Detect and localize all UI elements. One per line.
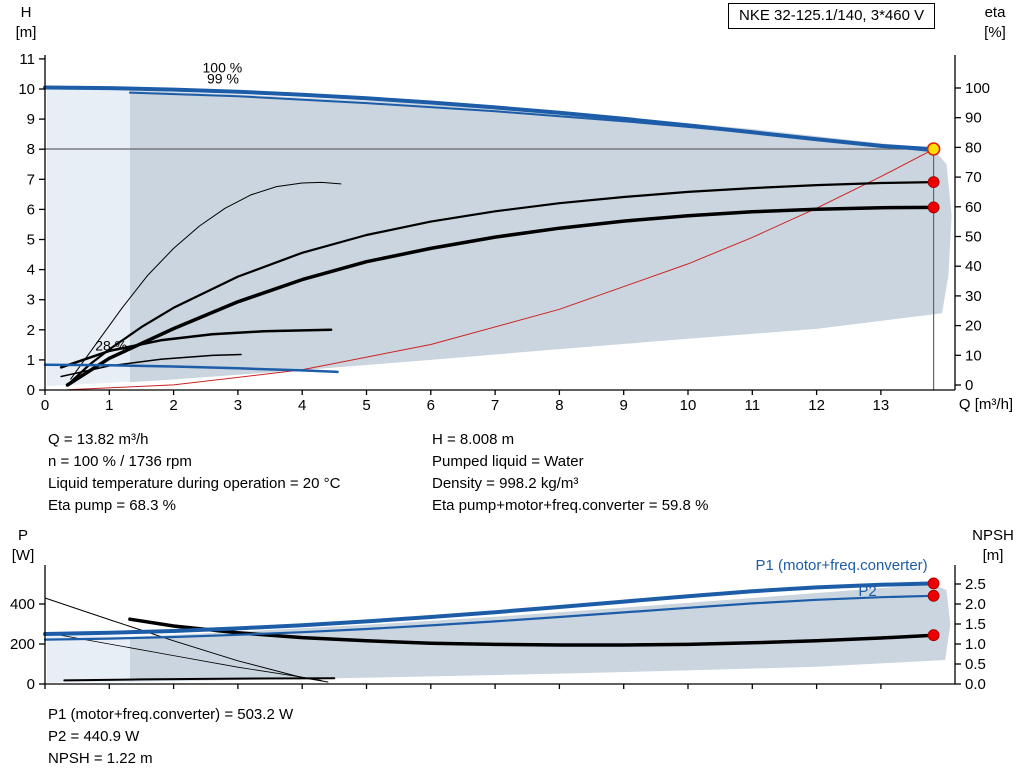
eta-tick-label: 10 bbox=[965, 347, 982, 364]
duty-info-right-column: H = 8.008 m Pumped liquid = Water Densit… bbox=[432, 429, 708, 517]
result-p1-value: P1 (motor+freq.converter) = 503.2 W bbox=[48, 706, 294, 723]
H-tick-label: 5 bbox=[27, 232, 35, 249]
H-tick-label: 0 bbox=[27, 382, 35, 399]
H-tick-label: 4 bbox=[27, 262, 35, 279]
H-tick-label: 7 bbox=[27, 171, 35, 188]
info-pumped-liquid: Pumped liquid = Water bbox=[432, 453, 584, 470]
info-speed-value: n = 100 % / 1736 rpm bbox=[48, 453, 192, 470]
x-tick-label: 7 bbox=[491, 397, 499, 414]
x-tick-label: 5 bbox=[362, 397, 370, 414]
x-tick-label: 0 bbox=[41, 397, 49, 414]
h-axis-title: H bbox=[20, 4, 32, 21]
series-power-curve-28 bbox=[63, 677, 336, 682]
series-operating-envelope-light bbox=[46, 88, 130, 387]
P-tick-label: 400 bbox=[10, 596, 35, 613]
info-head-value: H = 8.008 m bbox=[432, 431, 515, 448]
eta-tick-label: 70 bbox=[965, 169, 982, 186]
x-tick-label: 8 bbox=[555, 397, 563, 414]
result-npsh-value: NPSH = 1.22 m bbox=[48, 750, 153, 767]
series-operating-envelope bbox=[129, 90, 952, 383]
h-axis-unit: [m] bbox=[15, 24, 37, 41]
H-tick-label: 6 bbox=[27, 201, 35, 218]
series-pump-curve-28 bbox=[43, 363, 339, 374]
eta-axis-title: eta bbox=[984, 4, 1006, 21]
P-tick-label: 0 bbox=[27, 676, 35, 693]
marker-eta-total-end bbox=[927, 201, 940, 214]
eta-tick-label: 40 bbox=[965, 258, 982, 275]
series-p2-curve bbox=[43, 594, 935, 641]
chart-label-p1-label: P1 (motor+freq.converter) bbox=[756, 557, 928, 574]
eta-tick-label: 90 bbox=[965, 110, 982, 127]
H-tick-label: 8 bbox=[27, 141, 35, 158]
info-liquid-temp-value: Liquid temperature during operation = 20… bbox=[48, 475, 341, 492]
marker-p2-end bbox=[927, 589, 940, 602]
series-eta-pump-curve bbox=[66, 181, 935, 387]
NPSH-tick-label: 0.5 bbox=[965, 656, 986, 673]
eta-tick-label: 30 bbox=[965, 288, 982, 305]
x-tick-label: 12 bbox=[808, 397, 825, 414]
result-block: P1 (motor+freq.converter) = 503.2 W P2 =… bbox=[48, 704, 293, 770]
NPSH-tick-label: 1.5 bbox=[965, 616, 986, 633]
marker-p1-end bbox=[927, 577, 940, 590]
eta-tick-label: 0 bbox=[965, 377, 973, 394]
series-pump-curve-100 bbox=[43, 85, 936, 152]
duty-info-left-column: Q = 13.82 m³/h n = 100 % / 1736 rpm Liqu… bbox=[48, 429, 340, 517]
NPSH-tick-label: 2.0 bbox=[965, 596, 986, 613]
p-axis-title: P bbox=[17, 527, 28, 544]
NPSH-tick-label: 1.0 bbox=[965, 636, 986, 653]
x-tick-label: 4 bbox=[298, 397, 306, 414]
info-eta-total-value: Eta pump+motor+freq.converter = 59.8 % bbox=[432, 497, 709, 514]
x-tick-label: 2 bbox=[169, 397, 177, 414]
result-p2-value: P2 = 440.9 W bbox=[48, 728, 140, 745]
series-power-envelope bbox=[129, 584, 951, 682]
H-tick-label: 10 bbox=[18, 81, 35, 98]
eta-tick-label: 100 bbox=[965, 80, 990, 97]
series-eta-curve-reduced bbox=[70, 181, 342, 380]
x-tick-label: 6 bbox=[427, 397, 435, 414]
series-eta-total-curve bbox=[65, 205, 936, 387]
H-tick-label: 11 bbox=[19, 51, 35, 68]
power-chart: 0 200 400 0.0 0.5 1.0 1.5 2.0 2.5 P1 (motor+freq.… bbox=[10, 557, 986, 693]
eta-axis-unit: [%] bbox=[984, 24, 1006, 41]
marker-npsh-end bbox=[927, 629, 940, 642]
H-tick-label: 9 bbox=[27, 111, 35, 128]
p-axis-unit: [W] bbox=[11, 547, 35, 564]
NPSH-tick-label: 2.5 bbox=[965, 576, 986, 593]
eta-tick-label: 50 bbox=[965, 229, 982, 246]
q-axis-title: Q [m³/h] bbox=[958, 396, 1014, 413]
marker-duty-point bbox=[926, 142, 941, 156]
x-tick-label: 3 bbox=[234, 397, 242, 414]
H-tick-label: 3 bbox=[27, 292, 35, 309]
eta-tick-label: 80 bbox=[965, 139, 982, 156]
series-eta-curve-28-upper bbox=[59, 328, 333, 369]
x-tick-label: 10 bbox=[680, 397, 697, 414]
marker-eta-pump-end bbox=[927, 176, 940, 189]
P-tick-label: 200 bbox=[10, 636, 35, 653]
x-tick-label: 13 bbox=[873, 397, 890, 414]
x-tick-label: 11 bbox=[745, 397, 761, 414]
NPSH-tick-label: 0.0 bbox=[965, 676, 986, 693]
pump-title-box: NKE 32-125.1/140, 3*460 V bbox=[728, 3, 936, 29]
x-tick-label: 9 bbox=[620, 397, 628, 414]
npsh-axis-unit: [m] bbox=[982, 547, 1004, 564]
info-density-value: Density = 998.2 kg/m³ bbox=[432, 475, 579, 492]
pump-model-label: NKE 32-125.1/140, 3*460 V bbox=[739, 7, 925, 24]
info-flow-value: Q = 13.82 m³/h bbox=[48, 431, 149, 448]
series-affinity-line bbox=[67, 148, 935, 391]
H-tick-label: 1 bbox=[27, 352, 35, 369]
eta-tick-label: 60 bbox=[965, 199, 982, 216]
chart-label-speed-100: 100 % bbox=[203, 59, 243, 75]
series-power-envelope-light bbox=[46, 634, 130, 683]
npsh-axis-title: NPSH bbox=[972, 527, 1014, 544]
eta-tick-label: 20 bbox=[965, 318, 982, 335]
chart-label-speed-28: 28 % bbox=[95, 337, 127, 353]
hq-chart: 0 1 2 3 4 5 6 7 8 9 10 11 12 130123456789101101020304… bbox=[18, 51, 990, 414]
x-tick-label: 1 bbox=[105, 397, 113, 414]
H-tick-label: 2 bbox=[27, 322, 35, 339]
series-p1-curve bbox=[43, 581, 936, 636]
info-eta-pump-value: Eta pump = 68.3 % bbox=[48, 497, 176, 514]
chart-label-p2-label: P2 bbox=[858, 583, 876, 600]
chart-label-speed-99: 99 % bbox=[207, 71, 239, 87]
